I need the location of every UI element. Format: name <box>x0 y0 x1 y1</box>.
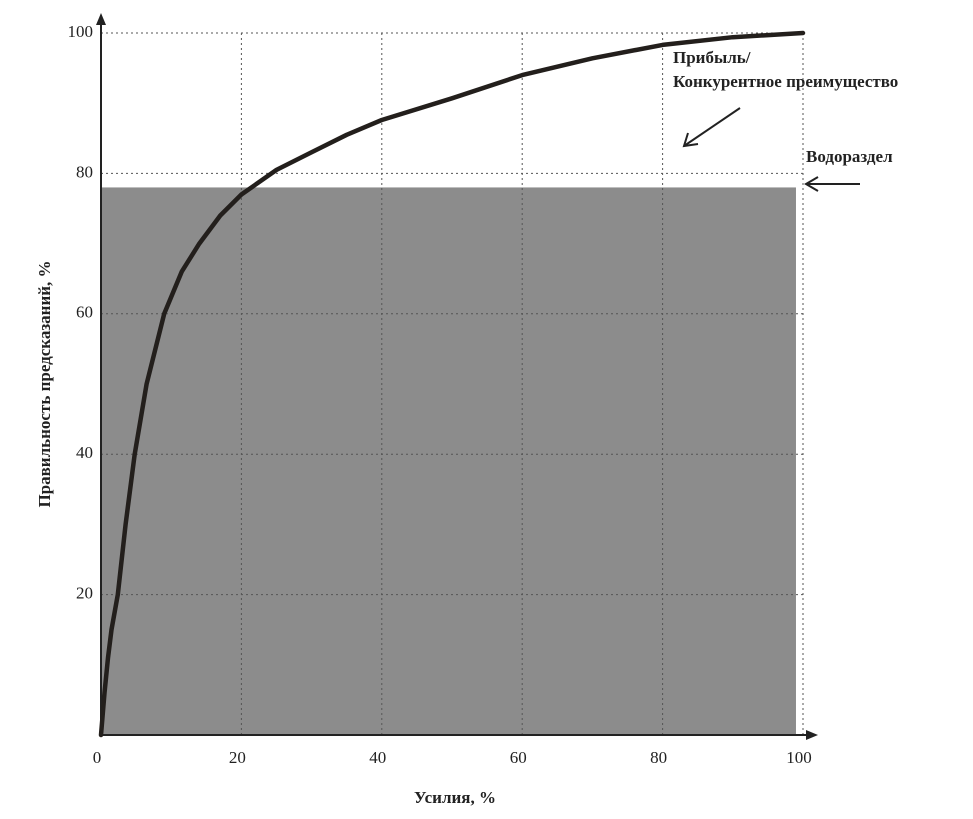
x-tick-label: 20 <box>229 748 246 767</box>
x-tick-label: 60 <box>510 748 527 767</box>
shaded-region <box>101 187 796 735</box>
y-tick-label: 60 <box>76 303 93 322</box>
annotation: Водораздел <box>806 147 893 166</box>
x-axis-label: Усилия, % <box>414 788 496 807</box>
y-axis-label: Правильность предсказаний, % <box>35 260 54 507</box>
annotation: Прибыль/ <box>673 48 751 67</box>
x-tick-label: 0 <box>93 748 102 767</box>
y-axis-arrow <box>96 13 106 25</box>
y-tick-label: 20 <box>76 584 93 603</box>
y-tick-label: 100 <box>68 22 94 41</box>
x-axis-arrow <box>806 730 818 740</box>
x-tick-label: 80 <box>650 748 667 767</box>
annotation: Конкурентное преимущество <box>673 72 898 91</box>
y-tick-label: 80 <box>76 162 93 181</box>
x-tick-label: 40 <box>369 748 386 767</box>
annotation-arrows <box>682 107 860 192</box>
x-tick-label: 100 <box>786 748 812 767</box>
curve <box>98 30 806 738</box>
y-tick-label: 40 <box>76 443 93 462</box>
